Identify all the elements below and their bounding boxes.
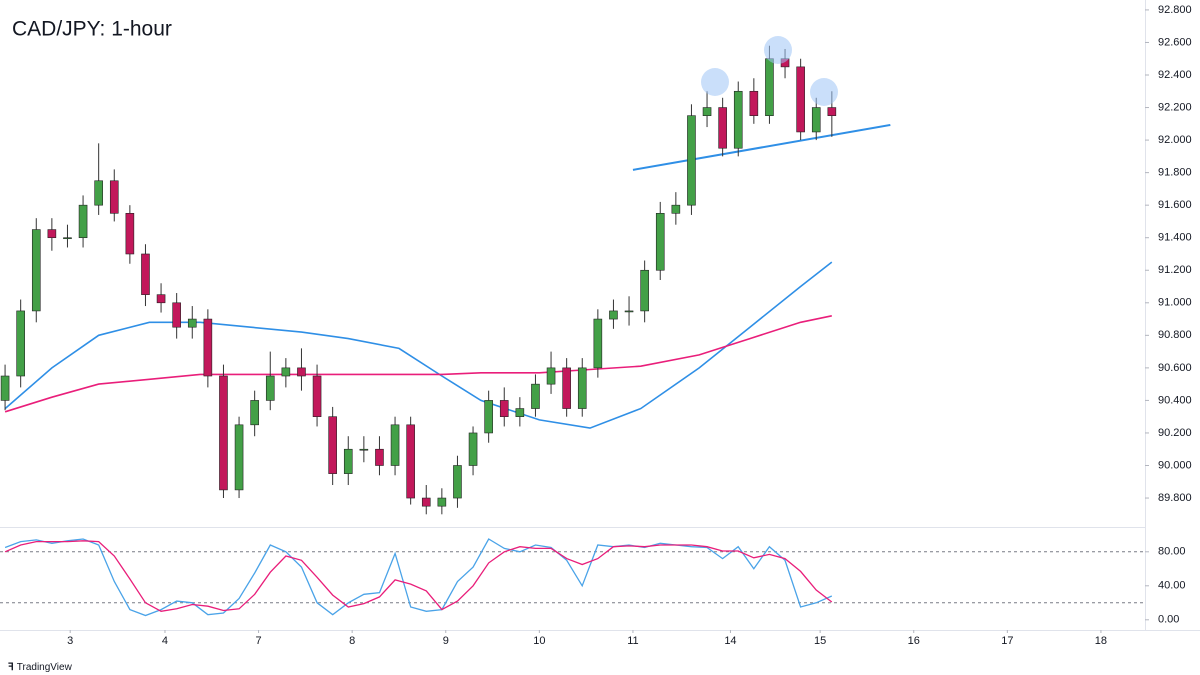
candle-body: [421, 497, 431, 507]
candle-body: [0, 375, 10, 401]
y-tick-label: 92.000: [1158, 134, 1192, 146]
candle-body: [749, 90, 759, 116]
top-highlight: [810, 78, 838, 106]
y-tick-label: 80.00: [1158, 546, 1186, 558]
candle-body: [827, 107, 837, 116]
candle-body: [609, 310, 618, 320]
candle-body: [718, 107, 727, 149]
candle-body: [499, 400, 509, 417]
candle-body: [671, 204, 681, 214]
candle-body: [187, 318, 197, 328]
x-tick-label: 16: [908, 635, 920, 647]
y-tick-label: 92.800: [1158, 4, 1192, 16]
candle-body: [546, 367, 556, 385]
candle-body: [203, 318, 213, 377]
candle-body: [250, 400, 259, 426]
candle-body: [733, 90, 743, 149]
x-tick-label: 4: [162, 635, 168, 647]
marks: [0, 45, 1145, 617]
y-tick-label: 92.400: [1158, 69, 1192, 81]
candle-body: [172, 302, 181, 328]
brand-logo: ꟻ: [8, 662, 14, 673]
candle-body: [515, 408, 525, 417]
x-tick-label: 11: [627, 635, 638, 647]
candle-body: [125, 213, 135, 255]
y-tick-label: 89.800: [1158, 492, 1192, 504]
candle-body: [78, 204, 88, 239]
candle-body: [811, 107, 821, 133]
y-tick-label: 40.00: [1158, 580, 1186, 592]
top-highlight: [764, 36, 792, 64]
candle-body: [265, 375, 275, 401]
x-tick-label: 14: [724, 635, 736, 647]
candle-body: [234, 424, 244, 491]
candle-body: [406, 424, 415, 499]
candle-body: [328, 416, 337, 474]
y-tick-label: 90.600: [1158, 362, 1192, 374]
x-tick-label: 10: [533, 635, 545, 647]
oscillator-line: [4, 540, 833, 612]
candle-body: [297, 367, 306, 377]
y-tick-label: 92.200: [1158, 101, 1192, 113]
y-tick-label: 91.800: [1158, 167, 1192, 179]
x-tick-label: 8: [349, 635, 355, 647]
x-tick-label: 7: [255, 635, 261, 647]
candle-body: [312, 375, 322, 417]
x-tick-label: 17: [1001, 635, 1013, 647]
x-tick-label: 15: [814, 635, 826, 647]
candle-body: [94, 180, 103, 206]
candle-body: [219, 375, 228, 491]
candle-body: [31, 229, 41, 312]
candle-body: [484, 400, 493, 434]
brand-name: TradingView: [17, 662, 73, 673]
candle-body: [375, 448, 384, 466]
candle-body: [390, 424, 400, 466]
y-tick-label: 0.00: [1158, 614, 1179, 626]
candle-body: [624, 310, 634, 313]
brand: ꟻ TradingView: [8, 662, 73, 673]
chart-title: CAD/JPY: 1-hour: [12, 18, 172, 41]
y-tick-label: 90.000: [1158, 459, 1192, 471]
candle-body: [593, 318, 603, 369]
candle-body: [281, 367, 291, 377]
candle-body: [156, 294, 166, 304]
y-tick-label: 91.200: [1158, 264, 1192, 276]
candle-body: [765, 58, 774, 116]
x-tick-label: 18: [1095, 635, 1107, 647]
trendline: [632, 123, 891, 171]
candle-body: [437, 497, 447, 507]
candle-body: [702, 107, 712, 116]
candle-body: [343, 448, 353, 474]
candle-body: [63, 237, 72, 240]
x-tick-label: 9: [443, 635, 449, 647]
candle-body: [109, 180, 119, 214]
moving-average: [4, 315, 832, 413]
moving-average: [4, 261, 833, 429]
y-tick-label: 92.600: [1158, 36, 1192, 48]
y-tick-label: 90.200: [1158, 427, 1192, 439]
candle-body: [47, 229, 57, 239]
candle-body: [453, 465, 462, 499]
oscillator-line: [4, 538, 833, 617]
top-highlight: [701, 68, 729, 96]
candle-body: [687, 115, 696, 206]
candle-body: [562, 367, 571, 409]
y-tick-label: 90.800: [1158, 329, 1192, 341]
y-tick-label: 90.400: [1158, 394, 1192, 406]
candle-body: [796, 66, 805, 133]
x-tick-label: 3: [67, 635, 73, 647]
candle-body: [16, 310, 25, 377]
candle-body: [577, 367, 587, 409]
candle-body: [640, 269, 649, 312]
y-tick-label: 91.600: [1158, 199, 1192, 211]
candle-body: [655, 213, 665, 271]
y-tick-label: 91.000: [1158, 297, 1192, 309]
candle-body: [531, 383, 540, 409]
candle-body: [468, 432, 478, 466]
candle-body: [141, 253, 150, 295]
y-tick-label: 91.400: [1158, 232, 1192, 244]
candle-body: [359, 448, 369, 451]
